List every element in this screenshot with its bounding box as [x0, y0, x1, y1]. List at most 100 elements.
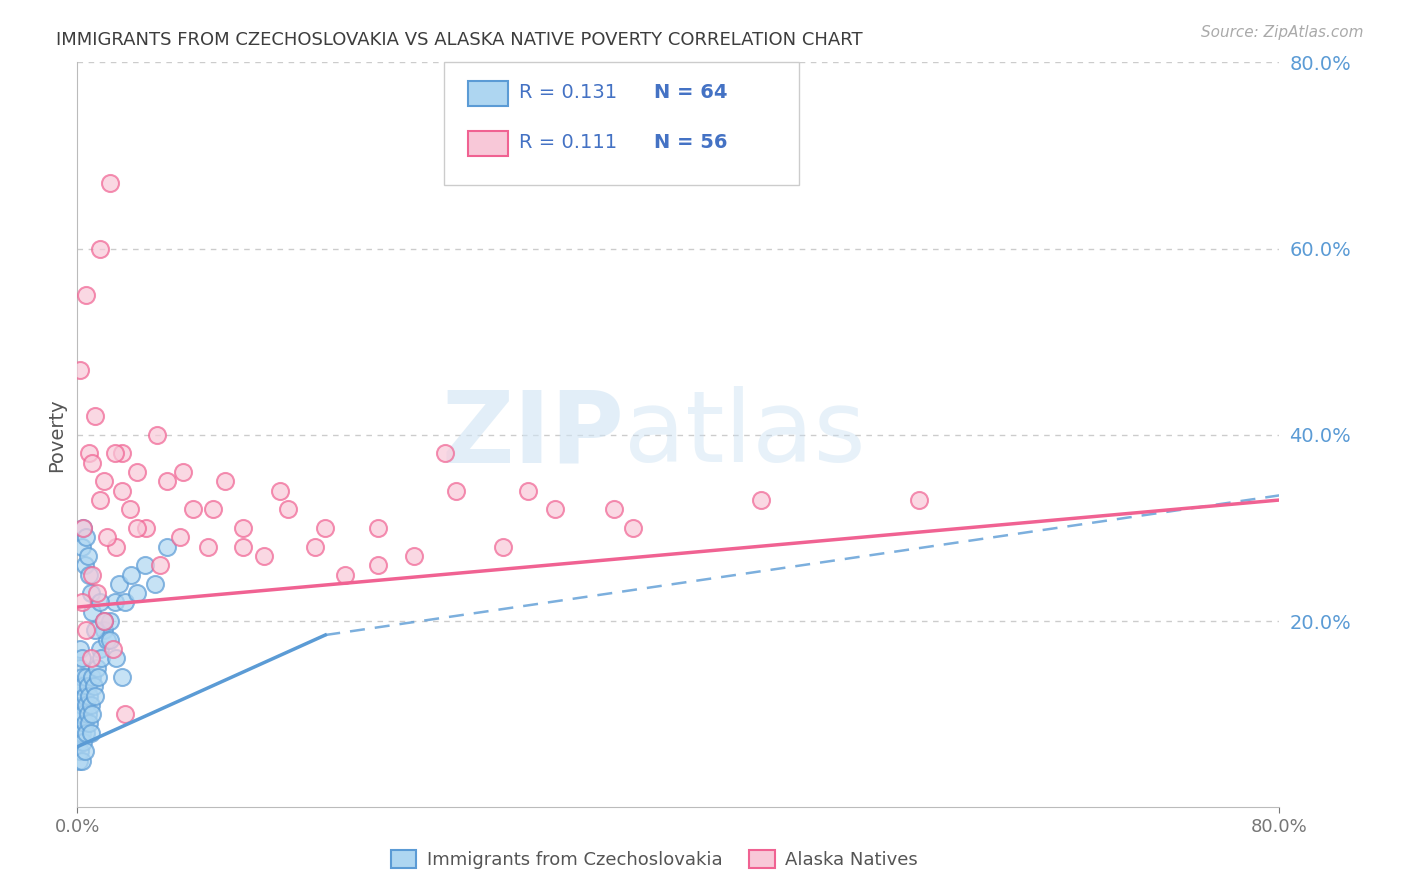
Point	[67, 754, 90, 768]
Point	[749, 493, 772, 508]
Point	[93, 614, 115, 628]
Text: atlas: atlas	[624, 386, 866, 483]
Point	[134, 558, 156, 573]
Point	[80, 586, 103, 600]
Point	[73, 558, 96, 573]
Point	[111, 483, 134, 498]
Legend: Immigrants from Czechoslovakia, Alaska Natives: Immigrants from Czechoslovakia, Alaska N…	[384, 843, 925, 877]
Point	[82, 707, 104, 722]
Point	[70, 540, 93, 554]
Point	[69, 362, 91, 376]
Point	[621, 521, 644, 535]
Point	[73, 689, 96, 703]
Point	[72, 679, 94, 693]
Point	[76, 549, 98, 563]
Point	[156, 540, 179, 554]
Point	[127, 465, 149, 479]
Point	[70, 595, 93, 609]
Point	[491, 540, 513, 554]
Point	[79, 446, 101, 460]
Point	[93, 614, 115, 628]
Point	[149, 558, 172, 573]
Point	[100, 177, 122, 191]
Point	[75, 726, 97, 740]
Point	[79, 689, 101, 703]
Point	[86, 660, 108, 674]
Point	[367, 521, 389, 535]
Point	[544, 502, 567, 516]
Text: N = 56: N = 56	[654, 133, 728, 152]
Point	[135, 521, 157, 535]
Text: N = 64: N = 64	[654, 83, 728, 102]
Point	[269, 483, 291, 498]
Point	[104, 446, 127, 460]
Point	[111, 446, 134, 460]
Point	[80, 698, 103, 712]
Point	[84, 409, 107, 424]
Point	[70, 670, 93, 684]
Point	[434, 446, 457, 460]
Point	[83, 679, 105, 693]
Point	[67, 707, 90, 722]
Point	[84, 624, 107, 638]
Point	[89, 493, 111, 508]
Point	[79, 567, 101, 582]
Point	[82, 605, 104, 619]
Point	[69, 707, 91, 722]
Point	[156, 475, 179, 489]
Point	[90, 651, 112, 665]
Point	[333, 567, 356, 582]
Point	[69, 679, 91, 693]
Point	[96, 530, 118, 544]
Point	[93, 475, 115, 489]
Point	[120, 567, 142, 582]
Point	[89, 595, 111, 609]
Text: IMMIGRANTS FROM CZECHOSLOVAKIA VS ALASKA NATIVE POVERTY CORRELATION CHART: IMMIGRANTS FROM CZECHOSLOVAKIA VS ALASKA…	[56, 31, 863, 49]
Point	[80, 651, 103, 665]
Point	[67, 735, 90, 749]
Point	[69, 642, 91, 657]
Point	[69, 744, 91, 758]
Point	[314, 521, 336, 535]
Point	[82, 456, 104, 470]
Point	[75, 530, 97, 544]
Point	[72, 707, 94, 722]
Point	[105, 651, 128, 665]
Point	[253, 549, 276, 563]
Point	[76, 707, 98, 722]
Point	[75, 670, 97, 684]
Point	[67, 716, 90, 731]
Point	[76, 679, 98, 693]
Point	[201, 502, 224, 516]
Point	[127, 586, 149, 600]
Point	[104, 595, 127, 609]
FancyBboxPatch shape	[468, 81, 508, 105]
Point	[79, 716, 101, 731]
Point	[118, 502, 141, 516]
Point	[100, 614, 122, 628]
Point	[87, 670, 110, 684]
Point	[181, 502, 204, 516]
Text: Source: ZipAtlas.com: Source: ZipAtlas.com	[1201, 25, 1364, 40]
Y-axis label: Poverty: Poverty	[48, 398, 66, 472]
Point	[517, 483, 540, 498]
Point	[172, 465, 194, 479]
Point	[69, 660, 91, 674]
Point	[304, 540, 326, 554]
Point	[69, 726, 91, 740]
Point	[72, 521, 94, 535]
Point	[127, 521, 149, 535]
Point	[232, 540, 254, 554]
Point	[73, 716, 96, 731]
Point	[232, 521, 254, 535]
Point	[169, 530, 191, 544]
Point	[75, 288, 97, 302]
Point	[75, 698, 97, 712]
Point	[73, 744, 96, 758]
Point	[146, 428, 169, 442]
Point	[72, 521, 94, 535]
Point	[86, 586, 108, 600]
Point	[114, 707, 136, 722]
Point	[70, 651, 93, 665]
Text: ZIP: ZIP	[441, 386, 624, 483]
